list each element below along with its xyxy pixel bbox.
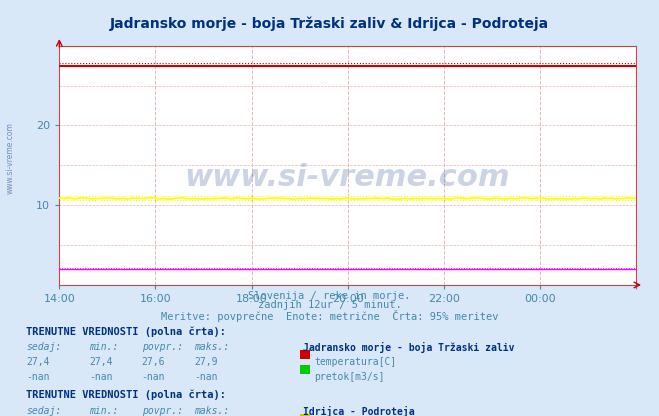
Text: Jadransko morje - boja Tržaski zaliv: Jadransko morje - boja Tržaski zaliv [303, 342, 515, 354]
Text: povpr.:: povpr.: [142, 406, 183, 416]
Text: Idrijca - Podroteja: Idrijca - Podroteja [303, 406, 415, 416]
Text: www.si-vreme.com: www.si-vreme.com [185, 163, 511, 192]
Text: Slovenija / reke in morje.: Slovenija / reke in morje. [248, 291, 411, 301]
Text: -nan: -nan [194, 372, 218, 382]
Text: 27,4: 27,4 [89, 357, 113, 367]
Text: min.:: min.: [89, 342, 119, 352]
Text: povpr.:: povpr.: [142, 342, 183, 352]
Text: TRENUTNE VREDNOSTI (polna črta):: TRENUTNE VREDNOSTI (polna črta): [26, 390, 226, 400]
Text: -nan: -nan [26, 372, 50, 382]
Text: TRENUTNE VREDNOSTI (polna črta):: TRENUTNE VREDNOSTI (polna črta): [26, 327, 226, 337]
Text: zadnjih 12ur / 5 minut.: zadnjih 12ur / 5 minut. [258, 300, 401, 310]
Text: 27,6: 27,6 [142, 357, 165, 367]
Text: 27,4: 27,4 [26, 357, 50, 367]
Text: Meritve: povprečne  Enote: metrične  Črta: 95% meritev: Meritve: povprečne Enote: metrične Črta:… [161, 310, 498, 322]
Text: www.si-vreme.com: www.si-vreme.com [5, 122, 14, 194]
Text: -nan: -nan [142, 372, 165, 382]
Text: sedaj:: sedaj: [26, 406, 61, 416]
Text: maks.:: maks.: [194, 342, 229, 352]
Text: 27,9: 27,9 [194, 357, 218, 367]
Text: pretok[m3/s]: pretok[m3/s] [314, 372, 385, 382]
Text: -nan: -nan [89, 372, 113, 382]
Text: sedaj:: sedaj: [26, 342, 61, 352]
Text: min.:: min.: [89, 406, 119, 416]
Text: temperatura[C]: temperatura[C] [314, 357, 397, 367]
Text: Jadransko morje - boja Tržaski zaliv & Idrijca - Podroteja: Jadransko morje - boja Tržaski zaliv & I… [110, 17, 549, 31]
Text: maks.:: maks.: [194, 406, 229, 416]
